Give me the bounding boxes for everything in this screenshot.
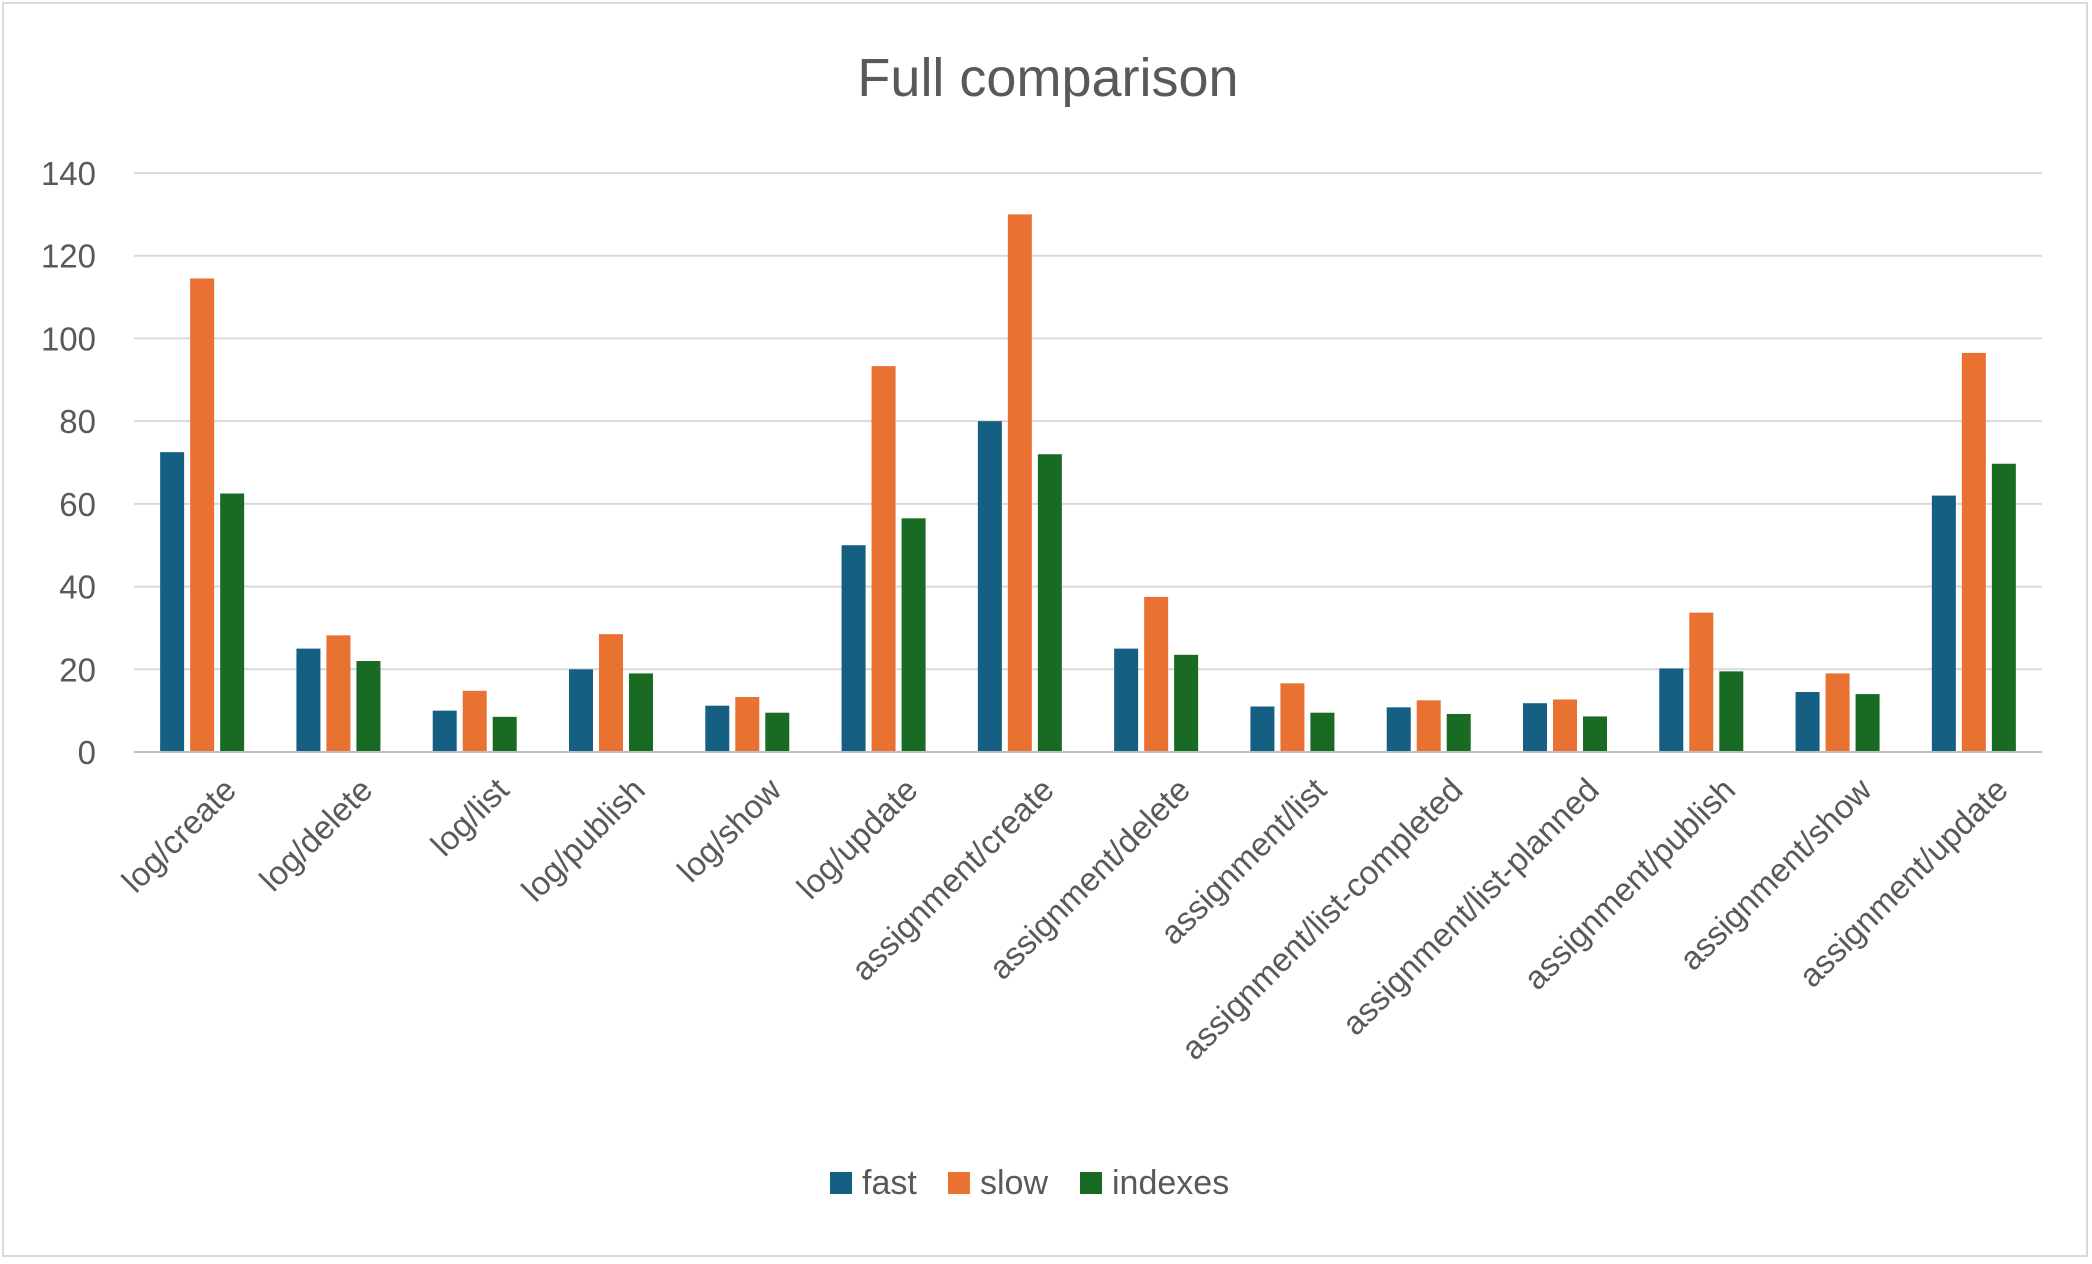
bar-fast — [841, 545, 866, 752]
y-tick-label: 40 — [59, 569, 96, 606]
bar-slow — [190, 278, 215, 752]
bar-indexes — [901, 518, 926, 752]
legend-swatch-indexes — [1080, 1172, 1102, 1194]
bar-slow — [1144, 596, 1169, 752]
bar-indexes — [220, 493, 245, 752]
y-tick-label: 0 — [78, 734, 96, 771]
bar-fast — [569, 669, 593, 752]
bar-fast — [296, 648, 321, 752]
bar-indexes — [1991, 463, 2016, 752]
bar-indexes — [1037, 454, 1062, 752]
bar-slow — [599, 634, 623, 752]
bar-slow — [871, 366, 896, 752]
bar-slow — [1825, 673, 1850, 752]
x-category-label: log/show — [670, 771, 788, 889]
bar-slow — [462, 690, 487, 752]
y-tick-label: 100 — [41, 320, 96, 357]
bar-slow — [1689, 612, 1714, 752]
bar-indexes — [1855, 694, 1880, 752]
bar-fast — [1386, 707, 1411, 752]
bar-fast — [1250, 706, 1275, 752]
x-category-label: assignment/list-planned — [1335, 771, 1606, 1042]
bar-fast — [1659, 668, 1684, 752]
bar-slow — [735, 696, 760, 752]
x-category-label: log/list — [423, 771, 515, 863]
bar-slow — [1553, 699, 1577, 752]
bar-indexes — [1719, 671, 1744, 752]
bar-indexes — [1310, 712, 1335, 752]
bar-slow — [1280, 683, 1305, 752]
x-category-label: log/delete — [252, 771, 379, 898]
bar-slow — [1007, 214, 1032, 752]
x-category-label: log/update — [789, 771, 924, 906]
bar-fast — [977, 421, 1002, 752]
y-tick-label: 60 — [59, 486, 96, 523]
y-axis-ticks: 0 20 40 60 80 100 120 140 — [41, 155, 96, 771]
bar-indexes — [356, 661, 381, 752]
chart-title: Full comparison — [857, 48, 1238, 108]
bar-fast — [1523, 703, 1547, 752]
legend: fast slow indexes — [830, 1164, 1229, 1202]
bar-fast — [432, 710, 457, 752]
bar-indexes — [765, 712, 790, 752]
y-tick-label: 140 — [41, 155, 96, 192]
bar-indexes — [629, 673, 653, 752]
y-tick-label: 120 — [41, 238, 96, 275]
bars — [160, 214, 2016, 752]
bar-slow — [1416, 700, 1441, 752]
bar-indexes — [492, 716, 517, 752]
x-category-label: log/create — [114, 771, 243, 900]
bar-fast — [705, 705, 730, 752]
y-tick-label: 20 — [59, 651, 96, 688]
bar-indexes — [1446, 713, 1471, 752]
x-category-label: log/publish — [514, 771, 652, 909]
bar-fast — [1114, 648, 1139, 752]
x-category-label: assignment/list-completed — [1174, 771, 1470, 1067]
bar-slow — [1961, 352, 1986, 752]
legend-swatch-slow — [948, 1172, 970, 1194]
legend-label-slow: slow — [980, 1164, 1048, 1202]
gridlines — [134, 172, 2042, 671]
legend-swatch-fast — [830, 1172, 852, 1194]
bar-indexes — [1583, 716, 1607, 752]
bar-fast — [160, 452, 185, 752]
bar-indexes — [1174, 654, 1199, 752]
bar-chart: Full comparison 0 20 40 60 80 100 120 140 log/c… — [41, 48, 2042, 1202]
bar-fast — [1795, 692, 1820, 752]
legend-label-indexes: indexes — [1112, 1164, 1229, 1202]
legend-label-fast: fast — [862, 1164, 917, 1202]
y-tick-label: 80 — [59, 403, 96, 440]
bar-slow — [326, 635, 351, 752]
bar-fast — [1931, 495, 1956, 752]
